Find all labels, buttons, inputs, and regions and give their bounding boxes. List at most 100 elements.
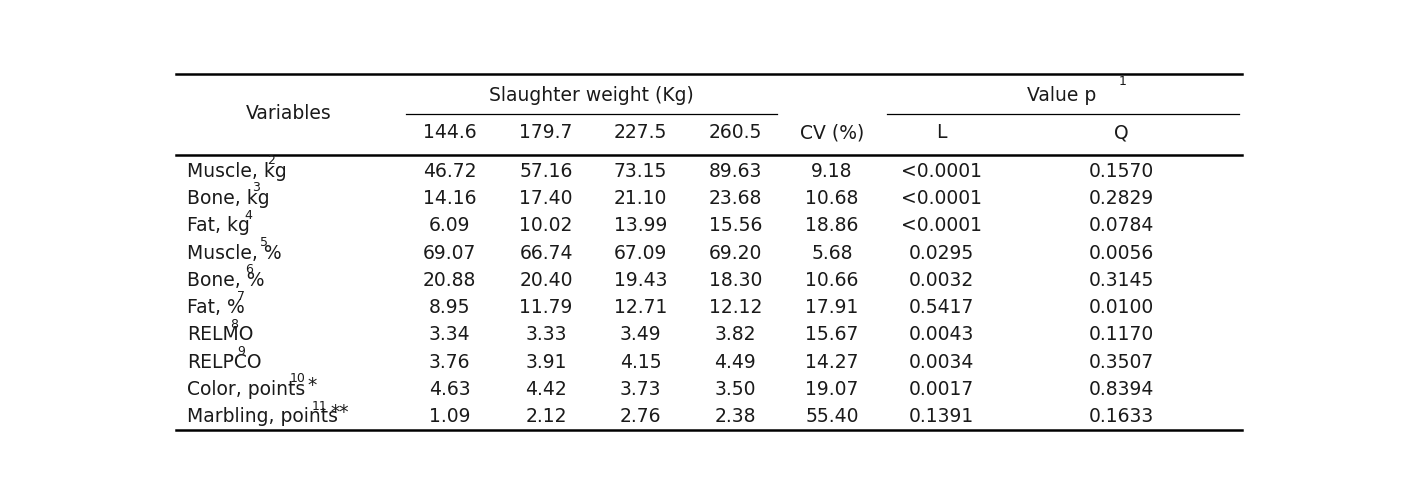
Text: <0.0001: <0.0001 [901, 189, 981, 208]
Text: 18.30: 18.30 [708, 271, 761, 290]
Text: 6.09: 6.09 [429, 216, 470, 235]
Text: 3.91: 3.91 [526, 353, 567, 371]
Text: Variables: Variables [245, 104, 331, 123]
Text: 9.18: 9.18 [811, 162, 853, 181]
Text: 69.07: 69.07 [423, 244, 477, 263]
Text: 19.07: 19.07 [805, 380, 859, 399]
Text: RELPCO: RELPCO [188, 353, 262, 371]
Text: 10.02: 10.02 [519, 216, 572, 235]
Text: 144.6: 144.6 [423, 123, 477, 142]
Text: 0.3507: 0.3507 [1089, 353, 1155, 371]
Text: 3.50: 3.50 [715, 380, 756, 399]
Text: 11.79: 11.79 [519, 298, 572, 317]
Text: 89.63: 89.63 [708, 162, 761, 181]
Text: Bone, %: Bone, % [188, 271, 265, 290]
Text: 3.82: 3.82 [715, 325, 756, 344]
Text: CV (%): CV (%) [799, 123, 864, 142]
Text: 1.09: 1.09 [429, 407, 470, 426]
Text: 0.3145: 0.3145 [1089, 271, 1155, 290]
Text: 13.99: 13.99 [613, 216, 667, 235]
Text: 46.72: 46.72 [423, 162, 477, 181]
Text: 73.15: 73.15 [613, 162, 667, 181]
Text: 20.88: 20.88 [423, 271, 477, 290]
Text: Fat, %: Fat, % [188, 298, 245, 317]
Text: 1: 1 [1118, 75, 1127, 88]
Text: 5: 5 [259, 236, 268, 249]
Text: RELMO: RELMO [188, 325, 254, 344]
Text: 67.09: 67.09 [613, 244, 667, 263]
Text: 21.10: 21.10 [613, 189, 667, 208]
Text: 3.49: 3.49 [620, 325, 661, 344]
Text: 3.34: 3.34 [429, 325, 471, 344]
Text: 0.8394: 0.8394 [1089, 380, 1155, 399]
Text: 0.0034: 0.0034 [908, 353, 974, 371]
Text: 179.7: 179.7 [519, 123, 572, 142]
Text: 69.20: 69.20 [708, 244, 761, 263]
Text: 23.68: 23.68 [708, 189, 761, 208]
Text: 2.38: 2.38 [715, 407, 756, 426]
Text: 0.0043: 0.0043 [908, 325, 974, 344]
Text: 260.5: 260.5 [708, 123, 761, 142]
Text: 15.67: 15.67 [805, 325, 859, 344]
Text: <0.0001: <0.0001 [901, 216, 981, 235]
Text: <0.0001: <0.0001 [901, 162, 981, 181]
Text: 0.1170: 0.1170 [1089, 325, 1155, 344]
Text: 2.76: 2.76 [620, 407, 661, 426]
Text: 5.68: 5.68 [811, 244, 853, 263]
Text: *: * [307, 376, 317, 395]
Text: 55.40: 55.40 [805, 407, 859, 426]
Text: 0.0100: 0.0100 [1089, 298, 1155, 317]
Text: 0.1633: 0.1633 [1089, 407, 1155, 426]
Text: Q: Q [1114, 123, 1129, 142]
Text: 66.74: 66.74 [519, 244, 572, 263]
Text: Color, points: Color, points [188, 380, 306, 399]
Text: L: L [936, 123, 946, 142]
Text: Fat, kg: Fat, kg [188, 216, 250, 235]
Text: 19.43: 19.43 [613, 271, 667, 290]
Text: 18.86: 18.86 [805, 216, 859, 235]
Text: 14.16: 14.16 [423, 189, 477, 208]
Text: 227.5: 227.5 [613, 123, 667, 142]
Text: 10: 10 [289, 372, 305, 385]
Text: 10.68: 10.68 [805, 189, 859, 208]
Text: 12.71: 12.71 [613, 298, 667, 317]
Text: Muscle, %: Muscle, % [188, 244, 282, 263]
Text: Slaughter weight (Kg): Slaughter weight (Kg) [489, 86, 694, 104]
Text: 6: 6 [245, 263, 252, 276]
Text: 9: 9 [237, 345, 245, 358]
Text: 8: 8 [230, 318, 238, 331]
Text: 4.63: 4.63 [429, 380, 471, 399]
Text: 0.2829: 0.2829 [1089, 189, 1155, 208]
Text: 3.73: 3.73 [620, 380, 661, 399]
Text: 4: 4 [245, 209, 252, 221]
Text: 17.40: 17.40 [519, 189, 572, 208]
Text: 3.76: 3.76 [429, 353, 470, 371]
Text: 10.66: 10.66 [805, 271, 859, 290]
Text: **: ** [330, 403, 348, 422]
Text: 0.0784: 0.0784 [1089, 216, 1155, 235]
Text: 17.91: 17.91 [805, 298, 859, 317]
Text: 3.33: 3.33 [526, 325, 567, 344]
Text: 4.15: 4.15 [620, 353, 661, 371]
Text: 14.27: 14.27 [805, 353, 859, 371]
Text: 7: 7 [237, 290, 245, 304]
Text: Marbling, points: Marbling, points [188, 407, 338, 426]
Text: 2.12: 2.12 [526, 407, 567, 426]
Text: Muscle, kg: Muscle, kg [188, 162, 286, 181]
Text: 8.95: 8.95 [429, 298, 470, 317]
Text: 57.16: 57.16 [519, 162, 572, 181]
Text: 12.12: 12.12 [708, 298, 761, 317]
Text: 11: 11 [312, 400, 327, 413]
Text: 0.0032: 0.0032 [908, 271, 974, 290]
Text: 0.0017: 0.0017 [908, 380, 974, 399]
Text: 0.1570: 0.1570 [1089, 162, 1155, 181]
Text: 0.0295: 0.0295 [908, 244, 974, 263]
Text: 3: 3 [252, 182, 259, 194]
Text: 4.49: 4.49 [715, 353, 756, 371]
Text: Value p: Value p [1026, 86, 1096, 104]
Text: Bone, kg: Bone, kg [188, 189, 269, 208]
Text: 4.42: 4.42 [526, 380, 567, 399]
Text: 2: 2 [266, 154, 275, 167]
Text: 15.56: 15.56 [708, 216, 761, 235]
Text: 0.1391: 0.1391 [908, 407, 974, 426]
